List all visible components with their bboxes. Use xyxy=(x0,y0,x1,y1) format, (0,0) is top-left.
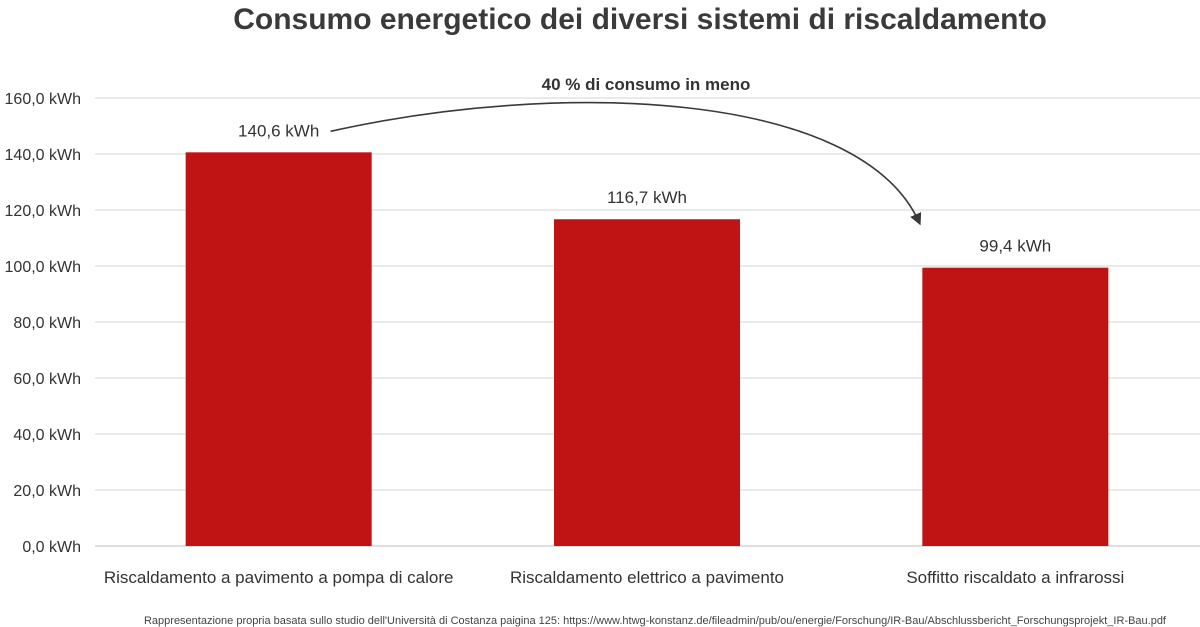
x-axis-categories: Riscaldamento a pavimento a pompa di cal… xyxy=(104,568,1124,587)
annotation-arrow xyxy=(330,101,922,226)
chart-title: Consumo energetico dei diversi sistemi d… xyxy=(233,3,1047,36)
y-tick-label: 140,0 kWh xyxy=(5,147,81,164)
y-axis-ticks: 0,0 kWh 20,0 kWh 40,0 kWh 60,0 kWh 80,0 kWh 1… xyxy=(5,91,81,556)
bar xyxy=(922,267,1109,546)
y-tick-label: 100,0 kWh xyxy=(5,259,81,276)
y-tick-label: 20,0 kWh xyxy=(13,483,81,500)
y-tick-label: 160,0 kWh xyxy=(5,91,81,108)
annotation: 40 % di consumo in meno xyxy=(330,75,922,226)
y-tick-label: 120,0 kWh xyxy=(5,203,81,220)
category-label: Soffitto riscaldato a infrarossi xyxy=(906,568,1124,587)
data-labels: 140,6 kWh 116,7 kWh 99,4 kWh xyxy=(238,121,1051,255)
y-tick-label: 0,0 kWh xyxy=(22,539,81,556)
y-tick-label: 40,0 kWh xyxy=(13,427,81,444)
category-label: Riscaldamento elettrico a pavimento xyxy=(510,568,784,587)
bar xyxy=(554,219,740,547)
bars xyxy=(185,152,1109,547)
annotation-label: 40 % di consumo in meno xyxy=(542,75,751,94)
data-label: 99,4 kWh xyxy=(979,237,1051,256)
bar xyxy=(185,152,372,546)
source-note: Rappresentazione propria basata sullo st… xyxy=(144,615,1167,627)
data-label: 140,6 kWh xyxy=(238,121,319,140)
y-tick-label: 60,0 kWh xyxy=(13,371,81,388)
data-label: 116,7 kWh xyxy=(607,188,687,207)
y-tick-label: 80,0 kWh xyxy=(13,315,81,332)
category-label: Riscaldamento a pavimento a pompa di cal… xyxy=(104,568,454,587)
